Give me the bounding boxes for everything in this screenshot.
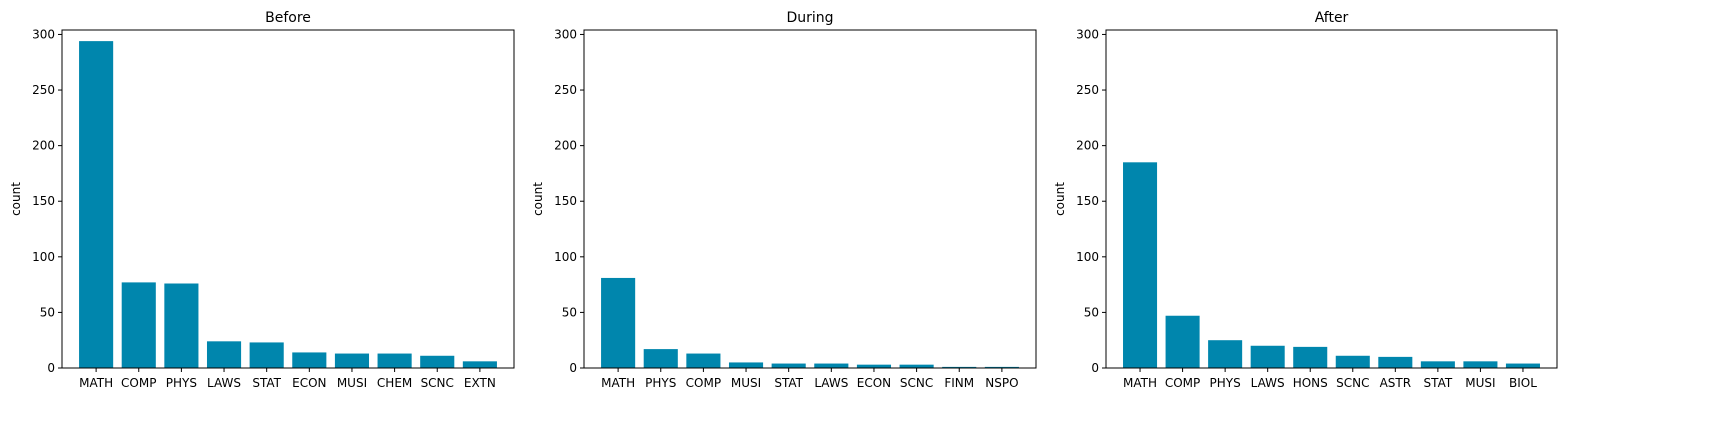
y-tick-label: 200 (32, 139, 55, 153)
y-axis-label: count (1053, 182, 1067, 216)
bar-scnc (420, 355, 455, 368)
x-tick-label: PHYS (166, 376, 197, 390)
x-tick-label: LAWS (207, 376, 241, 390)
x-tick-label: MATH (601, 376, 635, 390)
bar-math (601, 277, 636, 368)
bar-stat (1420, 361, 1455, 368)
x-tick-label: HONS (1293, 376, 1328, 390)
x-tick-label: CHEM (377, 376, 412, 390)
bar-biol (1505, 363, 1540, 368)
bar-econ (292, 352, 327, 368)
y-tick-label: 250 (1076, 83, 1099, 97)
y-tick-label: 0 (47, 361, 55, 375)
bar-phys (1208, 340, 1243, 368)
bar-laws (206, 341, 242, 368)
y-tick-label: 300 (32, 27, 55, 41)
y-tick-label: 50 (1084, 305, 1099, 319)
x-tick-label: EXTN (464, 376, 496, 390)
x-tick-label: NSPO (985, 376, 1018, 390)
y-tick-label: 150 (1076, 194, 1099, 208)
x-tick-label: STAT (1424, 376, 1453, 390)
bar-phys (643, 349, 678, 368)
y-tick-label: 100 (1076, 250, 1099, 264)
bar-hons (1293, 346, 1328, 369)
x-tick-label: BIOL (1509, 376, 1537, 390)
bar-nspo (984, 366, 1019, 368)
bar-comp (1165, 315, 1200, 368)
bar-astr (1378, 356, 1413, 368)
x-tick-label: MUSI (337, 376, 367, 390)
x-tick-label: STAT (252, 376, 281, 390)
bar-comp (121, 282, 156, 368)
y-tick-label: 150 (32, 194, 55, 208)
subplot-1: 0 50 100 150 200 250 300 MATH PHYS COMP MUSI STAT LA… (531, 10, 1037, 390)
y-tick-label: 300 (554, 27, 577, 41)
x-tick-label: MUSI (731, 376, 761, 390)
x-tick-label: LAWS (814, 376, 848, 390)
subplot-title: Before (265, 10, 311, 26)
y-axis-label: count (9, 182, 23, 216)
x-tick-label: COMP (121, 376, 156, 390)
y-axis-label: count (531, 182, 545, 216)
x-tick-label: ECON (292, 376, 326, 390)
x-tick-label: COMP (1165, 376, 1200, 390)
bar-chem (377, 353, 412, 368)
x-tick-label: MUSI (1465, 376, 1495, 390)
x-tick-label: MATH (79, 376, 113, 390)
x-tick-label: ECON (857, 376, 891, 390)
bar-phys (164, 283, 199, 368)
x-tick-label: MATH (1123, 376, 1157, 390)
bar-scnc (899, 364, 934, 368)
y-tick-label: 100 (554, 250, 577, 264)
bar-musi (728, 362, 764, 368)
bar-musi (1463, 361, 1498, 368)
x-tick-label: COMP (686, 376, 721, 390)
y-tick-label: 200 (554, 139, 577, 153)
bar-stat (249, 342, 284, 368)
y-tick-label: 150 (554, 194, 577, 208)
y-tick-label: 250 (32, 83, 55, 97)
bar-math (1123, 162, 1158, 368)
bar-finm (942, 366, 977, 368)
subplot-2: 0 50 100 150 200 250 300 MATH COMP PHYS LAWS HONS SC… (1053, 10, 1558, 390)
subplot-0: 0 50 100 150 200 250 300 MATH COMP PHYS LAWS STAT EC… (9, 10, 515, 390)
x-tick-label: SCNC (1336, 376, 1369, 390)
bar-comp (686, 353, 721, 368)
y-tick-label: 50 (562, 305, 577, 319)
axes-frame (1105, 29, 1558, 369)
bar-stat (771, 363, 806, 368)
bar-laws (1250, 345, 1285, 368)
y-tick-label: 0 (1091, 361, 1099, 375)
bar-math (79, 41, 114, 369)
y-tick-label: 50 (40, 305, 55, 319)
y-tick-label: 200 (1076, 139, 1099, 153)
axes-frame (61, 29, 515, 369)
y-tick-label: 250 (554, 83, 577, 97)
y-tick-label: 100 (32, 250, 55, 264)
x-tick-label: PHYS (645, 376, 676, 390)
axes-frame (583, 29, 1037, 369)
bar-extn (462, 361, 497, 368)
x-tick-label: FINM (944, 376, 974, 390)
y-tick-label: 0 (569, 361, 577, 375)
bar-laws (814, 363, 849, 368)
bar-econ (856, 364, 892, 368)
y-tick-label: 300 (1076, 27, 1099, 41)
bar-musi (334, 353, 370, 368)
subplot-title: During (786, 10, 833, 26)
x-tick-label: LAWS (1251, 376, 1285, 390)
x-tick-label: PHYS (1210, 376, 1241, 390)
x-tick-label: ASTR (1380, 376, 1412, 390)
x-tick-label: SCNC (900, 376, 933, 390)
bar-scnc (1335, 355, 1370, 368)
subplot-title: After (1315, 10, 1349, 26)
x-tick-label: STAT (774, 376, 803, 390)
x-tick-label: SCNC (421, 376, 454, 390)
